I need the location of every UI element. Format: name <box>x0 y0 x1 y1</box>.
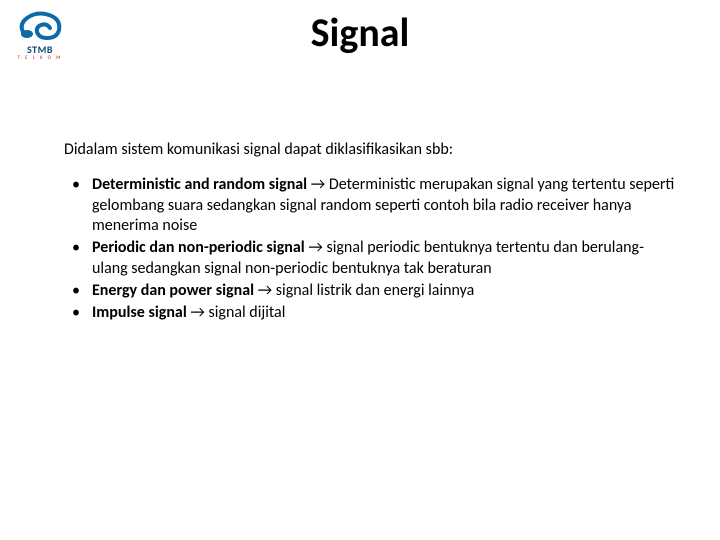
bullet-term: Periodic dan non-periodic signal <box>92 238 305 257</box>
arrow-icon: → <box>308 238 326 257</box>
bullet-desc: signal listrik dan energi lainnya <box>276 281 475 300</box>
page-title: Signal <box>0 0 720 57</box>
list-item: Deterministic and random signal → Determ… <box>64 175 676 237</box>
bullet-desc: signal dijital <box>208 303 285 322</box>
arrow-icon: → <box>311 175 329 194</box>
bullet-list: Deterministic and random signal → Determ… <box>64 175 676 324</box>
slide-content: Didalam sistem komunikasi signal dapat d… <box>64 140 676 324</box>
list-item: Periodic dan non-periodic signal → signa… <box>64 238 676 280</box>
intro-text: Didalam sistem komunikasi signal dapat d… <box>64 140 676 161</box>
list-item: Impulse signal → signal dijital <box>64 303 676 324</box>
bullet-term: Energy dan power signal <box>92 281 254 300</box>
logo-sublabel: T E L K O M <box>18 55 63 61</box>
list-item: Energy dan power signal → signal listrik… <box>64 281 676 302</box>
arrow-icon: → <box>190 303 208 322</box>
institution-logo: STMB T E L K O M <box>12 10 68 61</box>
bullet-term: Deterministic and random signal <box>92 175 307 194</box>
logo-swirl-icon <box>17 10 63 42</box>
arrow-icon: → <box>258 281 276 300</box>
bullet-term: Impulse signal <box>92 303 187 322</box>
